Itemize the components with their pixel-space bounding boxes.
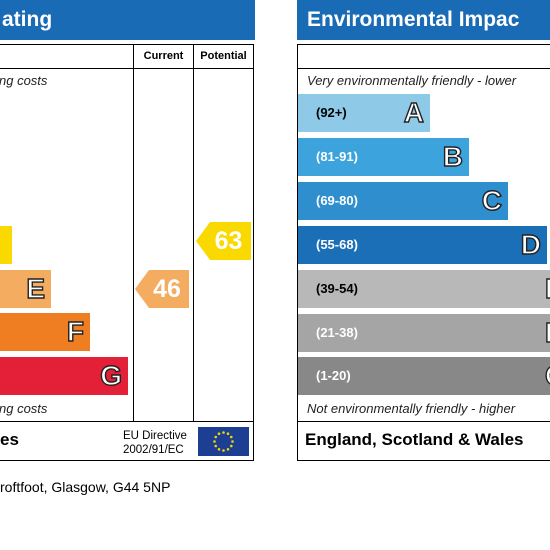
energy-band-g: G xyxy=(0,357,128,395)
energy-rating-title-text: ating xyxy=(2,8,53,31)
environmental-band-a: (92+) A xyxy=(298,94,430,132)
property-address: roftfoot, Glasgow, G44 5NP xyxy=(0,479,171,495)
environmental-band-letter: A xyxy=(403,96,425,128)
environmental-band-letter: F xyxy=(544,313,550,353)
environmental-footer-region: England, Scotland & Wales xyxy=(305,430,524,449)
potential-column-header: Potential xyxy=(200,50,247,62)
energy-top-note: ng costs xyxy=(0,73,48,88)
current-rating-value: 46 xyxy=(153,275,181,303)
environmental-bottom-note: Not environmentally friendly - higher xyxy=(307,401,516,416)
environmental-band-f: (21-38) F xyxy=(298,314,550,352)
environmental-band-range: (69-80) xyxy=(316,193,358,208)
environmental-band-g: (1-20) G xyxy=(298,357,550,395)
energy-bottom-note: ng costs xyxy=(0,401,48,416)
energy-rating-title: ating xyxy=(0,0,255,40)
environmental-band-range: (55-68) xyxy=(316,237,358,252)
environmental-band-letter: D xyxy=(520,228,542,260)
environmental-top-note: Very environmentally friendly - lower xyxy=(307,73,517,88)
environmental-band-range: (92+) xyxy=(316,105,347,120)
environmental-band-e: (39-54) E xyxy=(298,270,550,308)
eu-flag-icon xyxy=(198,427,249,456)
potential-rating-arrow: 63 xyxy=(196,222,251,260)
current-rating-arrow: 46 xyxy=(135,270,189,308)
environmental-band-letter: C xyxy=(481,184,503,216)
environmental-band-c: (69-80) C xyxy=(298,182,508,220)
environmental-band-letter: E xyxy=(544,269,550,309)
environmental-band-letter: G xyxy=(544,356,550,396)
energy-band-f-letter: F xyxy=(66,315,85,347)
environmental-impact-title-text: Environmental Impac xyxy=(307,8,520,31)
energy-band-e-letter: E xyxy=(26,272,46,304)
environmental-impact-title: Environmental Impac xyxy=(297,0,550,40)
eu-directive-label: EU Directive 2002/91/EC xyxy=(123,430,187,456)
current-column-header: Current xyxy=(143,50,184,62)
environmental-band-d: (55-68) D xyxy=(298,226,547,264)
environmental-band-range: (39-54) xyxy=(316,281,358,296)
environmental-band-letter: B xyxy=(442,140,464,172)
environmental-band-range: (21-38) xyxy=(316,325,358,340)
energy-band-f: F xyxy=(0,313,90,351)
energy-band-d xyxy=(0,226,12,264)
environmental-band-b: (81-91) B xyxy=(298,138,469,176)
energy-band-e: E xyxy=(0,270,51,308)
energy-footer-region: es xyxy=(0,430,19,449)
energy-band-g-letter: G xyxy=(100,359,123,391)
potential-rating-value: 63 xyxy=(214,227,243,255)
environmental-band-range: (1-20) xyxy=(316,368,351,383)
environmental-band-range: (81-91) xyxy=(316,149,358,164)
